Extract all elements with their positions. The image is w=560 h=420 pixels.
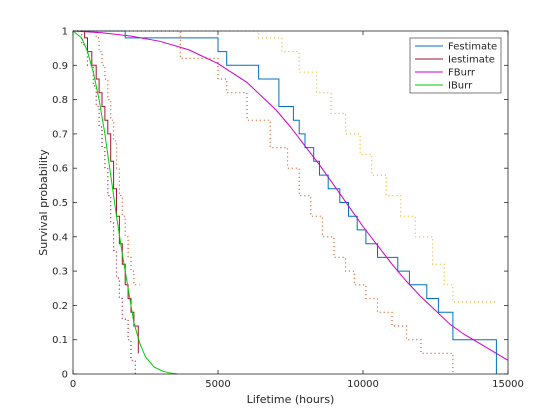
legend-box <box>409 37 502 94</box>
series-festimate-upper-confidence-bound <box>73 30 497 303</box>
x-axis-label: Lifetime (hours) <box>247 393 335 406</box>
legend-label-iestimate: Iestimate <box>448 55 495 66</box>
y-tick-label: 0.5 <box>52 198 68 209</box>
legend-label-fburr: FBurr <box>448 68 476 79</box>
y-tick-label: 1 <box>62 27 68 38</box>
series-iburr <box>72 30 178 375</box>
y-tick-label: 0.2 <box>52 301 68 312</box>
y-tick-label: 0 <box>62 370 68 381</box>
series-festimate <box>73 30 497 374</box>
series-layer <box>72 30 509 375</box>
y-tick-label: 0.8 <box>52 95 68 106</box>
x-tick-label: 0 <box>70 379 76 390</box>
x-tick-label: 5000 <box>205 379 230 390</box>
legend-label-iburr: IBurr <box>448 81 473 92</box>
ticks-layer: 0 5000 10000 15000 0 0.1 0.2 0.3 0.4 0.5 0.6 0.7 0.8… <box>52 27 524 391</box>
x-tick-label: 10000 <box>347 379 379 390</box>
y-tick-label: 0.7 <box>52 129 68 140</box>
x-tick-label: 15000 <box>492 379 524 390</box>
legend-label-festimate: Festimate <box>448 42 497 53</box>
y-tick-label: 0.1 <box>52 335 68 346</box>
y-axis-label: Survival probability <box>37 149 50 256</box>
y-tick-label: 0.9 <box>52 61 68 72</box>
legend: Festimate Iestimate FBurr IBurr <box>409 37 502 94</box>
series-fburr <box>72 30 509 361</box>
y-tick-label: 0.4 <box>52 232 68 243</box>
y-tick-label: 0.3 <box>52 267 68 278</box>
y-tick-label: 0.6 <box>52 164 68 175</box>
